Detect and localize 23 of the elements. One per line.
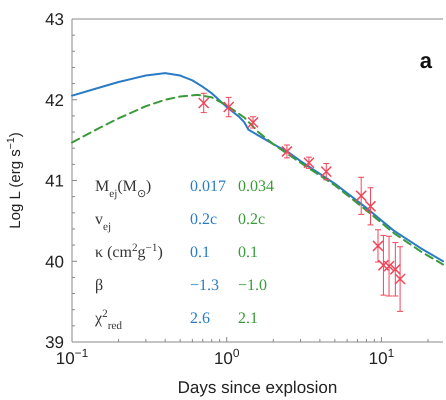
annotation: 2.1 — [238, 310, 258, 327]
annotation: v$_{ej}$ — [95, 211, 112, 233]
annotation: 0.1 — [190, 244, 210, 261]
y-tick-label: 43 — [45, 10, 64, 29]
y-tick-label: 39 — [45, 333, 64, 352]
x-axis-title: Days since explosion — [178, 378, 338, 397]
annotation: M$_{ej}$(M$_{⊙}$) — [95, 178, 152, 200]
y-tick-label: 40 — [45, 252, 64, 272]
annotation: −1.3 — [190, 277, 220, 294]
annotation: 0.034 — [238, 178, 274, 195]
x-tick-label: 10$^{0}$ — [214, 346, 240, 368]
annotation: 2.6 — [190, 310, 210, 327]
annotation: 0.2c — [238, 211, 266, 228]
annotation: a — [420, 48, 433, 73]
y-tick-label: 41 — [45, 172, 64, 190]
annotation: 0.2c — [190, 211, 218, 228]
annotation: κ (cm$^{2}$g$^{−1}$) — [95, 242, 163, 261]
x-tick-label: 10$^{1}$ — [368, 346, 395, 368]
annotation: −1.0 — [238, 277, 268, 294]
annotation: 0.017 — [190, 178, 226, 195]
y-tick-label: 42 — [45, 90, 64, 110]
annotation: β — [95, 277, 104, 294]
annotation: 0.1 — [238, 244, 258, 261]
